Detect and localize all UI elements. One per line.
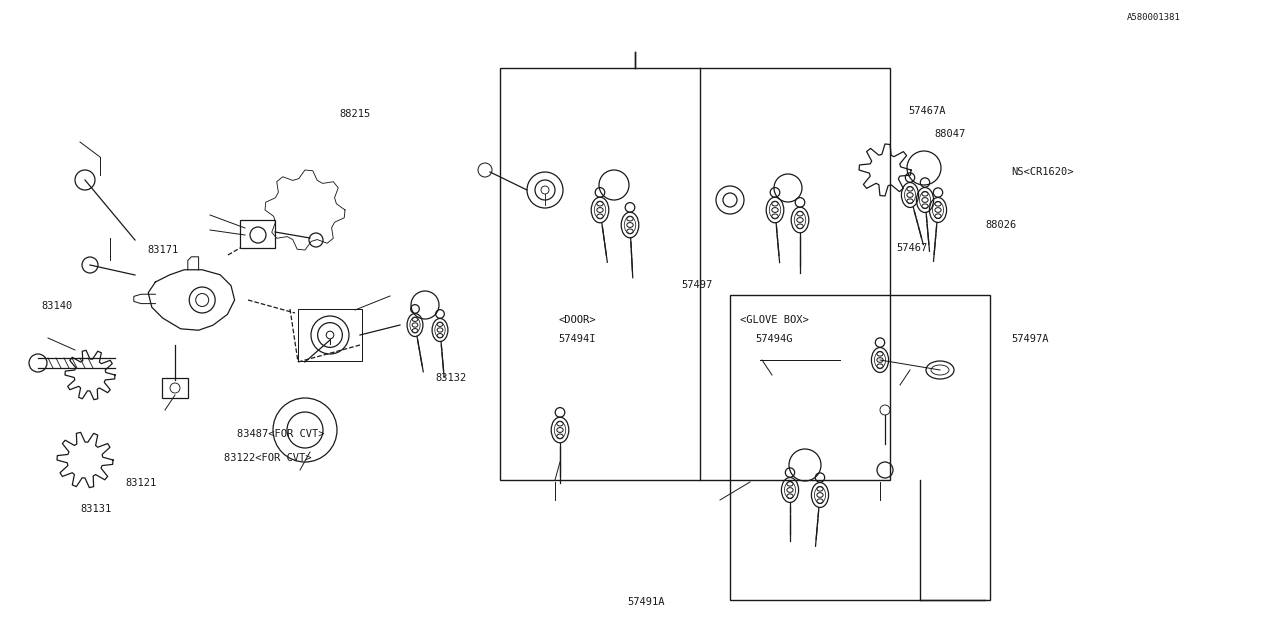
Text: 83131: 83131 bbox=[81, 504, 111, 514]
Bar bbox=[241, 220, 275, 248]
Text: 83487<FOR CVT>: 83487<FOR CVT> bbox=[237, 429, 324, 439]
Text: 88026: 88026 bbox=[986, 220, 1016, 230]
Text: <GLOVE BOX>: <GLOVE BOX> bbox=[740, 315, 809, 325]
Text: 83132: 83132 bbox=[435, 372, 466, 383]
Bar bbox=[730, 295, 989, 600]
Text: <DOOR>: <DOOR> bbox=[558, 315, 595, 325]
Text: 83140: 83140 bbox=[41, 301, 72, 311]
Text: 57494G: 57494G bbox=[755, 334, 792, 344]
Text: 83121: 83121 bbox=[125, 478, 156, 488]
Text: 88215: 88215 bbox=[339, 109, 370, 119]
Bar bbox=[500, 68, 890, 480]
Text: 83122<FOR CVT>: 83122<FOR CVT> bbox=[224, 452, 311, 463]
Text: 57467A: 57467A bbox=[909, 106, 946, 116]
Text: 57491A: 57491A bbox=[627, 596, 664, 607]
Text: 57494I: 57494I bbox=[558, 334, 595, 344]
Text: 57497A: 57497A bbox=[1011, 334, 1048, 344]
Text: NS<CR1620>: NS<CR1620> bbox=[1011, 166, 1074, 177]
Text: A580001381: A580001381 bbox=[1126, 13, 1180, 22]
Text: 88047: 88047 bbox=[934, 129, 965, 140]
Bar bbox=[163, 378, 188, 398]
Bar bbox=[298, 309, 362, 361]
Text: 83171: 83171 bbox=[147, 244, 178, 255]
Text: 57497: 57497 bbox=[681, 280, 712, 290]
Text: 57467: 57467 bbox=[896, 243, 927, 253]
